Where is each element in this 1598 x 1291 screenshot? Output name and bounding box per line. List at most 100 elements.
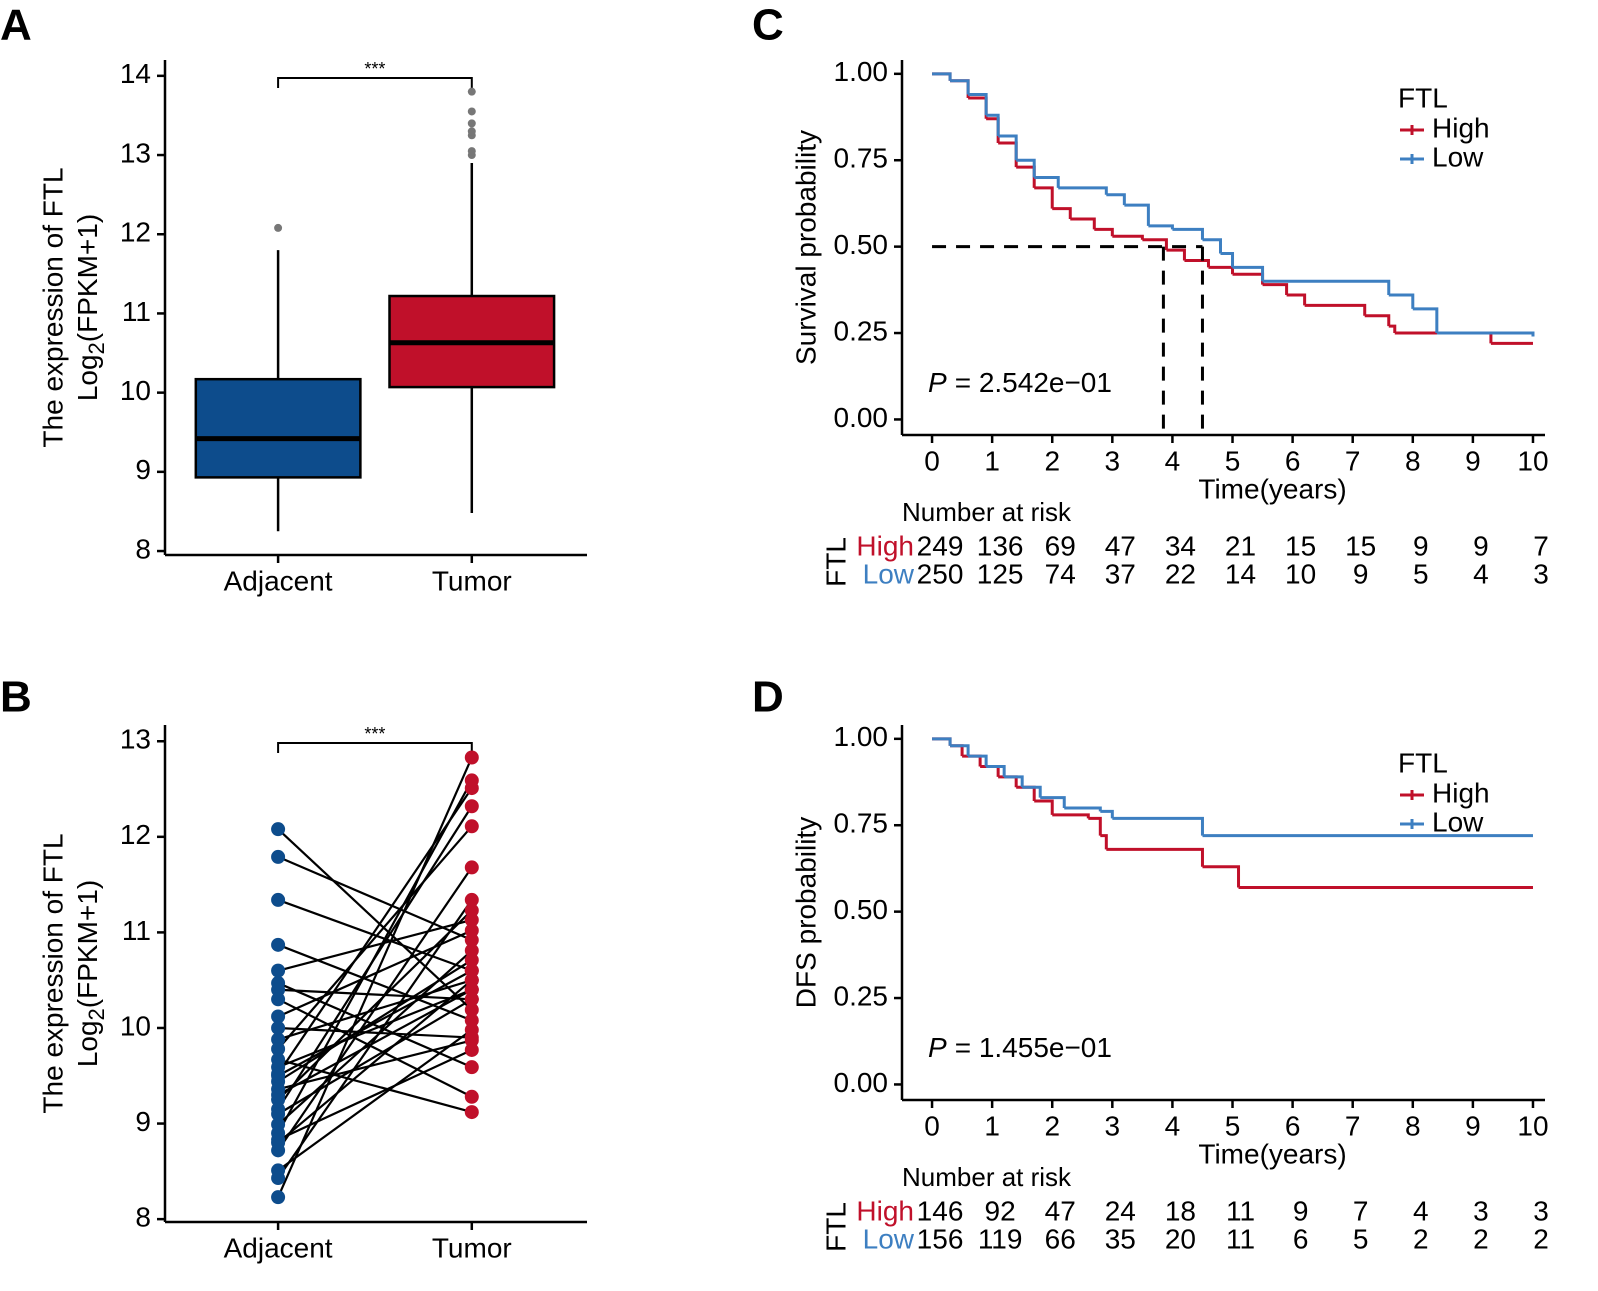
y-tick-label: 0.00 bbox=[834, 402, 889, 433]
outlier bbox=[467, 147, 476, 156]
survival-step bbox=[932, 737, 952, 746]
y-axis-title: Log2(FPKM+1) bbox=[72, 880, 108, 1067]
risk-count: 22 bbox=[1165, 558, 1196, 589]
y-tick-label: 10 bbox=[120, 1010, 151, 1041]
y-tick-label: 12 bbox=[120, 217, 151, 248]
pair-line bbox=[277, 757, 473, 1198]
risk-count: 5 bbox=[1413, 558, 1429, 589]
risk-count: 2 bbox=[1413, 1223, 1429, 1254]
legend-title: FTL bbox=[1398, 82, 1448, 113]
y-axis-title: Log2(FPKM+1) bbox=[72, 214, 108, 401]
point bbox=[464, 860, 479, 875]
survival-step bbox=[1232, 265, 1265, 282]
survival-step bbox=[1106, 847, 1204, 867]
x-tick-label: 0 bbox=[924, 445, 940, 476]
p-text: = 1.455e−01 bbox=[955, 1032, 1112, 1063]
survival-step bbox=[1052, 813, 1090, 819]
risk-group: Low bbox=[863, 558, 915, 589]
risk-count: 2 bbox=[1533, 1223, 1549, 1254]
risk-count: 21 bbox=[1225, 530, 1256, 561]
risk-count: 35 bbox=[1105, 1223, 1136, 1254]
risk-count: 6 bbox=[1293, 1223, 1309, 1254]
survival-step bbox=[1022, 785, 1042, 798]
y-tick-label: 0.25 bbox=[834, 980, 889, 1011]
p-symbol: P bbox=[928, 1032, 947, 1063]
p-value: P = 2.542e−01 bbox=[928, 367, 1112, 398]
survival-step bbox=[998, 775, 1018, 788]
survival-step bbox=[1112, 816, 1204, 836]
y-tick-label: 11 bbox=[122, 915, 151, 946]
point bbox=[271, 1171, 286, 1186]
panel-label: B bbox=[0, 673, 32, 722]
point bbox=[271, 1135, 286, 1150]
survival-step bbox=[1262, 279, 1391, 296]
survival-step bbox=[1232, 272, 1265, 285]
pair-line bbox=[277, 825, 473, 1050]
x-axis-title: Time(years) bbox=[1198, 1138, 1346, 1169]
pair-line bbox=[277, 918, 473, 972]
risk-count: 4 bbox=[1413, 1195, 1429, 1226]
pair-line bbox=[277, 969, 473, 1077]
y-axis-title-part: Log bbox=[72, 354, 103, 401]
survival-step bbox=[1124, 203, 1150, 226]
panel-label: C bbox=[752, 1, 784, 50]
point bbox=[464, 1105, 479, 1120]
risk-count: 24 bbox=[1105, 1195, 1136, 1226]
survival-step bbox=[1034, 186, 1054, 209]
x-tick-label: 9 bbox=[1465, 445, 1481, 476]
pair-line bbox=[277, 898, 473, 972]
y-tick-label: 13 bbox=[120, 724, 151, 755]
pair-line bbox=[277, 899, 473, 1179]
y-tick-label: 11 bbox=[122, 296, 151, 327]
risk-group: Low bbox=[863, 1223, 915, 1254]
p-symbol: P bbox=[928, 367, 947, 398]
p-value: P = 1.455e−01 bbox=[928, 1032, 1112, 1063]
x-tick-label: 5 bbox=[1225, 445, 1241, 476]
point bbox=[271, 1042, 286, 1057]
survival-step bbox=[1088, 816, 1102, 836]
point bbox=[271, 992, 286, 1007]
risk-count: 18 bbox=[1165, 1195, 1196, 1226]
risk-count: 69 bbox=[1045, 530, 1076, 561]
x-tick-label: 2 bbox=[1044, 1110, 1060, 1141]
survival-step bbox=[968, 754, 988, 767]
risk-count: 9 bbox=[1413, 530, 1429, 561]
risk-count: 34 bbox=[1165, 530, 1196, 561]
pair-line bbox=[277, 998, 473, 1098]
survival-step bbox=[1286, 293, 1307, 306]
point bbox=[464, 1042, 479, 1057]
point bbox=[464, 992, 479, 1007]
y-tick-label: 0.75 bbox=[834, 808, 889, 839]
point bbox=[464, 773, 479, 788]
survival-step bbox=[968, 93, 988, 116]
pair-line bbox=[278, 988, 472, 1001]
point bbox=[464, 892, 479, 907]
panel-label: A bbox=[0, 1, 32, 50]
survival-step bbox=[1262, 283, 1289, 296]
survival-step bbox=[932, 72, 952, 81]
risk-count: 7 bbox=[1353, 1195, 1369, 1226]
survival-step bbox=[950, 79, 970, 99]
pair-line bbox=[277, 787, 473, 1075]
risk-count: 74 bbox=[1045, 558, 1076, 589]
point bbox=[464, 973, 479, 988]
survival-step bbox=[950, 79, 970, 95]
survival-step bbox=[1016, 158, 1036, 178]
risk-count: 10 bbox=[1285, 558, 1316, 589]
survival-step bbox=[1004, 775, 1024, 788]
y-axis-title: The expression of FTL bbox=[37, 833, 68, 1113]
x-tick-label: 10 bbox=[1517, 1110, 1548, 1141]
risk-group: High bbox=[856, 530, 914, 561]
survival-step bbox=[1040, 796, 1066, 808]
legend-label: Low bbox=[1432, 806, 1484, 837]
survival-step bbox=[1034, 799, 1054, 815]
survival-step bbox=[998, 134, 1018, 161]
x-tick-label: 6 bbox=[1285, 445, 1301, 476]
pair-line bbox=[277, 866, 473, 1151]
pair-line bbox=[277, 779, 473, 1134]
point bbox=[464, 1030, 479, 1045]
outlier bbox=[467, 119, 476, 128]
x-tick-label: 8 bbox=[1405, 1110, 1421, 1141]
risk-count: 2 bbox=[1473, 1223, 1489, 1254]
